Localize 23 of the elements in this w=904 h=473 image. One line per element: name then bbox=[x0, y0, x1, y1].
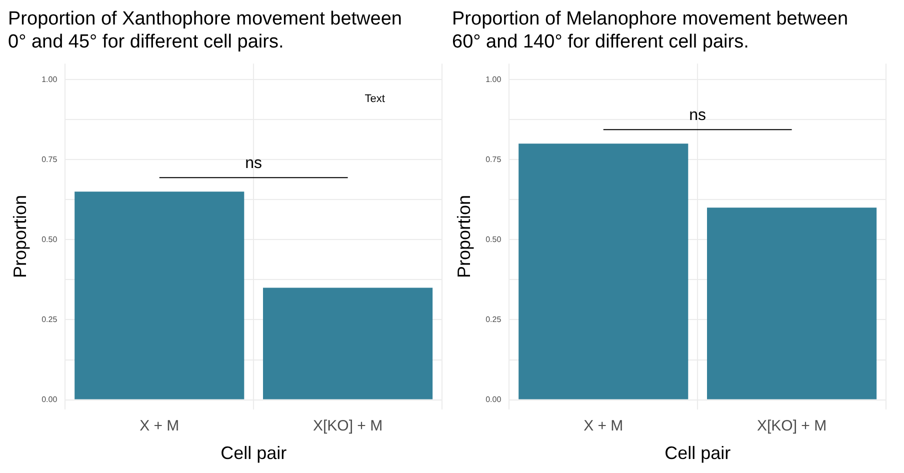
x-axis-title: Cell pair bbox=[664, 443, 731, 464]
annotation: Text bbox=[364, 92, 385, 105]
y-axis-title: Proportion bbox=[10, 194, 30, 278]
y-tick-label: 0.25 bbox=[42, 314, 58, 324]
chart-title: Proportion of Xanthophore movement between 0° and 45° for different cell pairs. bbox=[8, 8, 402, 52]
y-tick-label: 0.50 bbox=[486, 234, 502, 244]
y-tick-label: 0.00 bbox=[42, 395, 58, 404]
annotation: ns bbox=[245, 155, 262, 172]
y-tick-label: 0.75 bbox=[486, 154, 502, 164]
y-tick-label: 0.75 bbox=[42, 154, 58, 164]
y-tick-label: 0.25 bbox=[486, 314, 502, 324]
x-axis-title: Cell pair bbox=[220, 443, 287, 464]
x-tick-label: X[KO] + M bbox=[312, 418, 383, 435]
y-tick-label: 0.00 bbox=[486, 395, 502, 404]
annotation: ns bbox=[689, 107, 706, 124]
x-tick-label: X + M bbox=[140, 418, 180, 435]
x-tick-label: X + M bbox=[584, 418, 624, 435]
y-tick-label: 1.00 bbox=[42, 74, 58, 84]
y-axis-title: Proportion bbox=[454, 194, 474, 278]
y-tick-label: 0.50 bbox=[42, 234, 58, 244]
x-tick-label: X[KO] + M bbox=[756, 418, 827, 435]
y-tick-label: 1.00 bbox=[486, 74, 502, 84]
chart-title: Proportion of Melanophore movement between 60° and 140° for different cell pairs. bbox=[452, 8, 848, 52]
